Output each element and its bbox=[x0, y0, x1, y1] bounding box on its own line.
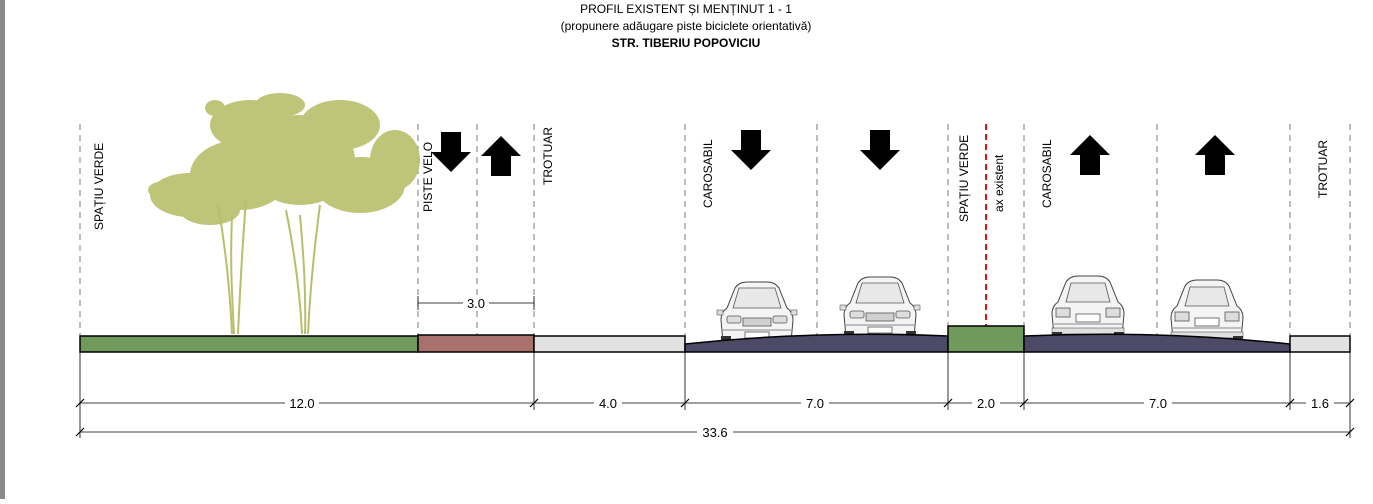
car-icon bbox=[1170, 279, 1244, 345]
arrow-down-icon bbox=[731, 130, 771, 170]
median-green bbox=[947, 325, 1025, 353]
dim-bike-value: 3.0 bbox=[467, 296, 485, 311]
label-ax-existent: ax existent bbox=[992, 154, 1006, 212]
title-line-3: STR. TIBERIU POPOVICIU bbox=[612, 36, 761, 50]
dimension-bike: 3.0 bbox=[417, 296, 535, 311]
label-carosabil-right: CAROSABIL bbox=[1040, 139, 1054, 208]
label-spatiu-verde-left: SPAȚIU VERDE bbox=[92, 143, 106, 230]
dimension-total: 33.6 bbox=[75, 425, 1355, 440]
label-carosabil-left: CAROSABIL bbox=[701, 139, 715, 208]
sidewalk-strip-left bbox=[533, 335, 686, 353]
title-line-2: (propunere adăugare piste biciclete orie… bbox=[561, 19, 812, 33]
dim-trotuar-left: 4.0 bbox=[599, 396, 617, 411]
title-line-1: PROFIL EXISTENT ȘI MENȚINUT 1 - 1 bbox=[580, 2, 792, 16]
label-spatiu-verde-mid: SPAȚIU VERDE bbox=[957, 135, 971, 222]
label-piste-velo: PISTE VELO bbox=[421, 142, 435, 212]
dimension-extension-lines bbox=[79, 352, 1351, 438]
car-icon bbox=[1051, 275, 1125, 341]
arrow-up-icon bbox=[481, 136, 521, 176]
carriageway-right bbox=[1023, 333, 1291, 353]
car-icon bbox=[839, 276, 921, 342]
dim-total: 33.6 bbox=[702, 425, 727, 440]
dim-trotuar-right: 1.6 bbox=[1311, 396, 1329, 411]
label-trotuar-right: TROTUAR bbox=[1316, 140, 1330, 198]
arrow-down-icon bbox=[431, 132, 471, 172]
dim-carosabil-right: 7.0 bbox=[1149, 396, 1167, 411]
arrow-down-icon bbox=[860, 130, 900, 170]
ground-profile bbox=[79, 325, 1351, 353]
sidewalk-strip-right bbox=[1289, 335, 1351, 353]
arrow-up-icon bbox=[1195, 135, 1235, 175]
dimension-segments: 12.0 4.0 7.0 2.0 7.0 1.6 bbox=[75, 396, 1355, 411]
tree-icon bbox=[148, 93, 420, 335]
arrow-up-icon bbox=[1070, 135, 1110, 175]
bike-lane-strip bbox=[417, 334, 535, 353]
label-trotuar-left: TROTUAR bbox=[541, 127, 555, 185]
dim-green-left: 12.0 bbox=[289, 396, 314, 411]
dim-median: 2.0 bbox=[977, 396, 995, 411]
page-left-rule bbox=[0, 0, 5, 499]
dim-carosabil-left: 7.0 bbox=[806, 396, 824, 411]
green-strip-left bbox=[79, 335, 419, 353]
